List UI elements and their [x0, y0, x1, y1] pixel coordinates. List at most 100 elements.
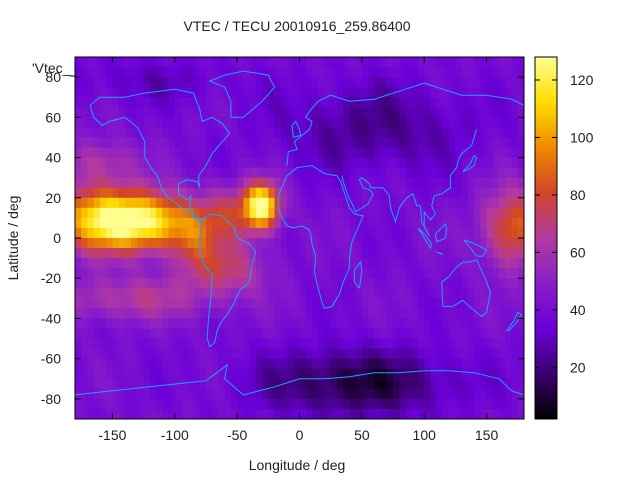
heatmap-cell: [181, 248, 188, 259]
heatmap-cell: [417, 278, 425, 289]
heatmap-cell: [255, 117, 263, 128]
y-tick-label: -20: [41, 270, 61, 286]
heatmap-cell: [499, 268, 506, 279]
heatmap-cell: [305, 258, 313, 269]
coastline: [353, 260, 363, 289]
heatmap-cell: [143, 258, 151, 269]
heatmap-cell: [112, 268, 120, 279]
heatmap-cell: [255, 378, 263, 390]
heatmap-cell: [81, 67, 89, 78]
heatmap-cell: [181, 268, 188, 279]
heatmap-cell: [386, 177, 394, 189]
heatmap-cell: [168, 258, 176, 269]
heatmap-cell: [318, 248, 326, 259]
heatmap-cell: [199, 338, 207, 350]
heatmap-cell: [417, 328, 425, 340]
heatmap-cell: [380, 187, 388, 199]
heatmap-cell: [511, 177, 519, 189]
heatmap-cell: [455, 308, 463, 320]
heatmap-cell: [162, 77, 170, 88]
heatmap-cell: [205, 238, 213, 249]
heatmap-cell: [368, 318, 375, 330]
heatmap-cell: [212, 358, 220, 370]
heatmap-cell: [293, 238, 301, 249]
heatmap-cell: [268, 87, 276, 98]
heatmap-cell: [230, 348, 238, 360]
heatmap-cell: [511, 227, 519, 239]
heatmap-cell: [330, 97, 338, 108]
heatmap-cell: [87, 97, 95, 108]
heatmap-cell: [81, 318, 89, 330]
heatmap-cell: [368, 248, 375, 259]
heatmap-cell: [87, 248, 95, 259]
heatmap-cell: [430, 197, 438, 209]
heatmap-cell: [436, 368, 444, 380]
heatmap-cell: [212, 97, 220, 108]
heatmap-cell: [205, 197, 213, 209]
heatmap-cell: [492, 187, 500, 199]
heatmap-cell: [174, 308, 182, 320]
heatmap-cell: [517, 258, 524, 269]
heatmap-cell: [324, 77, 332, 88]
heatmap-cell: [205, 77, 213, 88]
heatmap-cell: [386, 57, 394, 68]
heatmap-cell: [99, 328, 107, 340]
heatmap-cell: [417, 388, 425, 400]
heatmap-cell: [243, 268, 251, 279]
heatmap-cell: [361, 248, 369, 259]
heatmap-cell: [268, 288, 276, 299]
heatmap-cell: [467, 408, 475, 419]
heatmap-cell: [461, 107, 469, 118]
heatmap-cell: [168, 288, 176, 299]
heatmap-cell: [224, 398, 232, 410]
heatmap-cell: [492, 278, 500, 289]
heatmap-cell: [199, 147, 207, 159]
heatmap-cell: [399, 177, 407, 189]
heatmap-cell: [442, 248, 450, 259]
heatmap-cell: [93, 348, 101, 360]
heatmap-cell: [417, 318, 425, 330]
heatmap-cell: [218, 227, 226, 239]
heatmap-cell: [87, 278, 95, 289]
heatmap-cell: [311, 67, 319, 78]
heatmap-cell: [249, 328, 257, 340]
heatmap-cell: [230, 268, 238, 279]
heatmap-cell: [168, 388, 176, 400]
heatmap-cell: [336, 167, 344, 179]
heatmap-cell: [81, 248, 89, 259]
colorbar-tick-label: 60: [570, 244, 586, 260]
heatmap-cell: [399, 378, 407, 390]
heatmap-cell: [162, 368, 170, 380]
heatmap-cell: [131, 328, 138, 340]
heatmap-cell: [374, 147, 382, 159]
heatmap-cell: [430, 87, 438, 98]
heatmap-cell: [243, 288, 251, 299]
heatmap-cell: [349, 227, 357, 239]
heatmap-cell: [99, 227, 107, 239]
heatmap-cell: [461, 177, 469, 189]
heatmap-cell: [480, 408, 488, 419]
heatmap-cell: [455, 97, 463, 108]
heatmap-cell: [405, 127, 413, 139]
heatmap-cell: [436, 137, 444, 149]
heatmap-cell: [480, 67, 488, 78]
heatmap-cell: [87, 147, 95, 159]
heatmap-cell: [374, 398, 382, 410]
heatmap-cell: [511, 57, 519, 68]
heatmap-cell: [349, 328, 357, 340]
heatmap-cell: [118, 248, 126, 259]
heatmap-cell: [131, 318, 138, 330]
heatmap-cell: [287, 268, 294, 279]
heatmap-cell: [399, 348, 407, 360]
heatmap-cell: [75, 338, 82, 350]
heatmap-cell: [374, 388, 382, 400]
heatmap-cell: [486, 197, 494, 209]
heatmap-cell: [156, 328, 163, 340]
heatmap-cell: [461, 268, 469, 279]
heatmap-cell: [181, 288, 188, 299]
heatmap-cell: [461, 97, 469, 108]
heatmap-cell: [449, 278, 457, 289]
heatmap-cell: [299, 97, 307, 108]
heatmap-cell: [517, 117, 524, 128]
heatmap-cell: [336, 408, 344, 419]
